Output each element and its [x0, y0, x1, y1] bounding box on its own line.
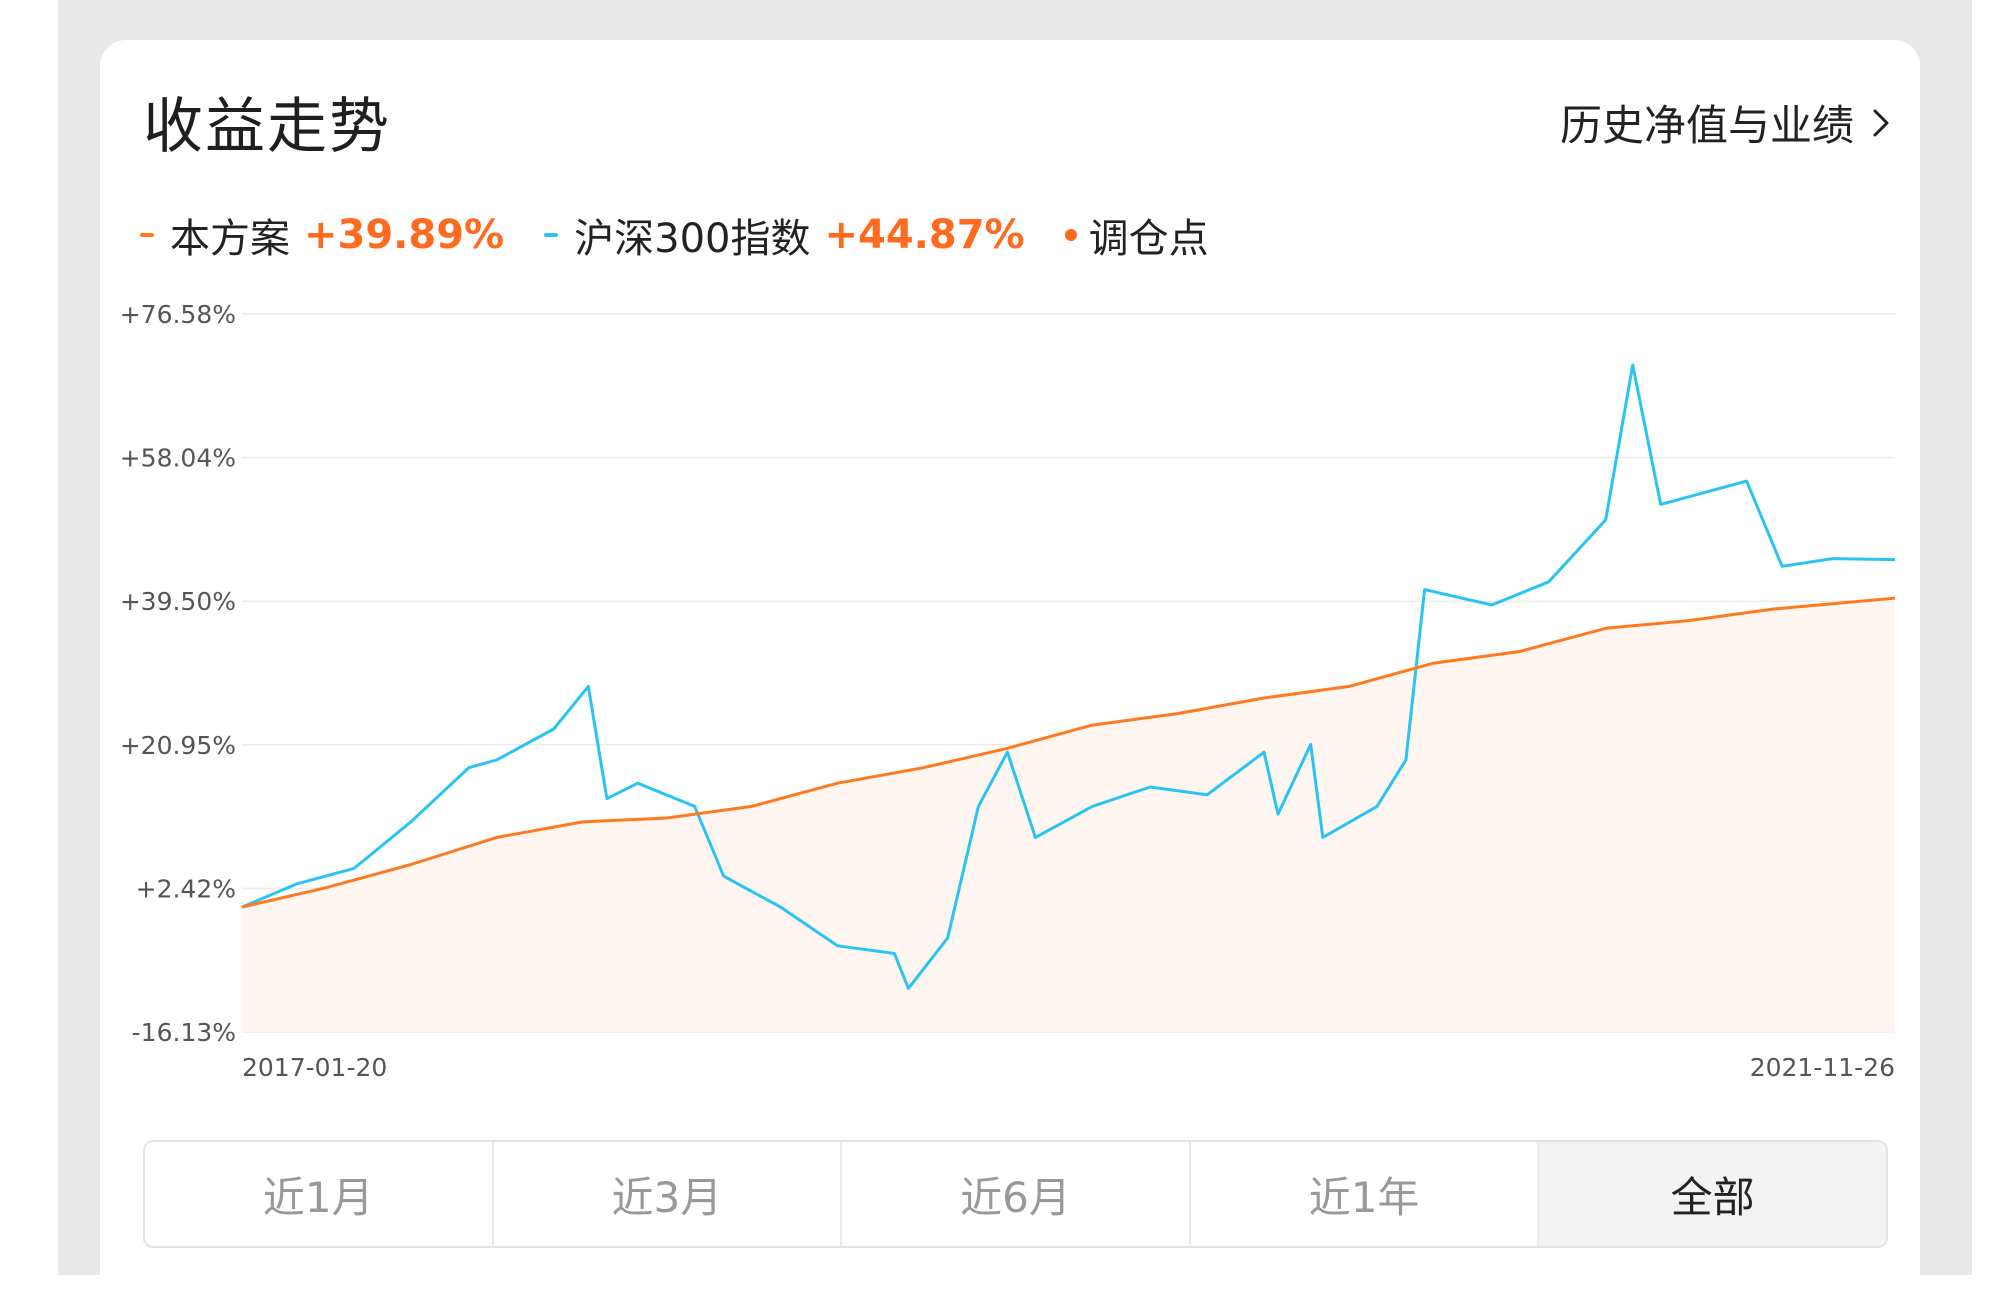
y-tick-label: +58.04%: [120, 444, 236, 473]
legend-label-index: 沪深300指数: [574, 216, 811, 262]
legend-item-index: 沪深300指数 +44.87%: [544, 206, 1025, 264]
series-line-1: [241, 363, 1896, 990]
chart-legend: 本方案 +39.89% 沪深300指数 +44.87% 调仓点: [140, 206, 1249, 264]
tab-1-year[interactable]: 近1年: [1191, 1142, 1540, 1246]
legend-dash-index: [544, 233, 559, 237]
x-end-label: 2021-11-26: [1750, 1053, 1895, 1082]
y-tick-label: +2.42%: [136, 874, 236, 903]
legend-item-rebalance: 调仓点: [1064, 206, 1209, 264]
x-start-label: 2017-01-20: [242, 1053, 387, 1082]
tab-all[interactable]: 全部: [1539, 1142, 1886, 1246]
history-nav-link[interactable]: 历史净值与业绩: [1560, 92, 1890, 153]
y-tick-label: +76.58%: [120, 300, 236, 329]
history-link-label: 历史净值与业绩: [1559, 101, 1854, 150]
legend-dot-rebalance: [1064, 229, 1077, 241]
legend-item-plan: 本方案 +39.89%: [140, 206, 504, 264]
chevron-right-icon: [1873, 109, 1889, 136]
y-tick-label: +20.95%: [120, 731, 236, 760]
tab-3-months[interactable]: 近3月: [494, 1142, 843, 1246]
page-title: 收益走势: [143, 92, 391, 162]
performance-chart: +76.58% +58.04% +39.50% +20.95% +2.42% -16.13…: [120, 300, 1896, 1082]
legend-label-plan: 本方案: [170, 216, 290, 262]
series-area-0: [242, 598, 1895, 1032]
legend-value-index: +44.87%: [824, 212, 1025, 258]
period-tabs: 近1月 近3月 近6月 近1年 全部: [143, 1140, 1888, 1248]
y-tick-label: -16.13%: [132, 1018, 236, 1047]
tab-6-months[interactable]: 近6月: [842, 1142, 1191, 1246]
legend-label-rebalance: 调仓点: [1088, 216, 1209, 262]
legend-dash-plan: [140, 233, 154, 237]
tab-1-month[interactable]: 近1月: [145, 1142, 494, 1246]
y-tick-label: +39.50%: [120, 587, 236, 616]
series-line-0: [241, 596, 1896, 909]
legend-value-plan: +39.89%: [304, 212, 505, 258]
